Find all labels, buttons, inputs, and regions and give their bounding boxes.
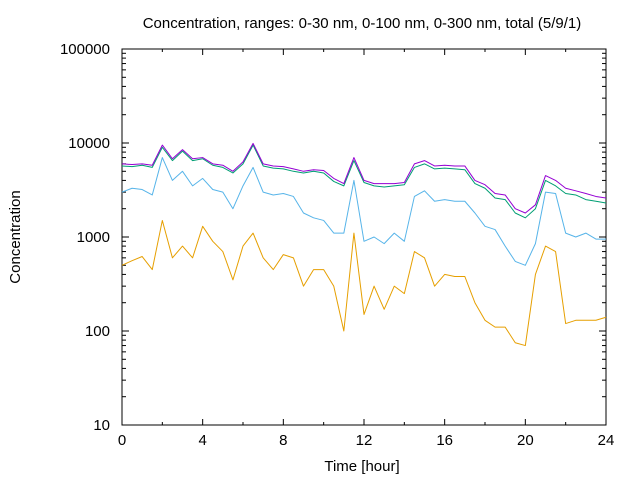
y-tick-label: 10000 (68, 135, 110, 152)
y-axis-label: Concentration (7, 190, 24, 283)
x-tick-label: 12 (356, 432, 373, 449)
series-line-total (121, 142, 607, 214)
x-tick-label: 20 (517, 432, 534, 449)
axes: 0 4 8 12 16 20 24 10 100 1000 10000 100000 (60, 41, 614, 449)
series-line-0-100-nm (121, 157, 606, 266)
series-lines (121, 142, 607, 347)
y-tick-label: 100000 (60, 41, 110, 58)
y-tick-label: 1000 (77, 229, 110, 246)
x-tick-label: 4 (198, 432, 206, 449)
y-tick-label: 10 (93, 417, 110, 434)
x-tick-label: 8 (279, 432, 287, 449)
series-line-0-30-nm (121, 219, 607, 347)
y-tick-label: 100 (85, 323, 110, 340)
series-line-0-300-nm (121, 144, 607, 219)
x-tick-label: 0 (118, 432, 126, 449)
x-tick-label: 24 (598, 432, 615, 449)
plot-frame (121, 48, 607, 426)
chart-title: Concentration, ranges: 0-30 nm, 0-100 nm… (143, 15, 582, 32)
x-axis-label: Time [hour] (324, 458, 399, 475)
x-tick-label: 16 (436, 432, 453, 449)
